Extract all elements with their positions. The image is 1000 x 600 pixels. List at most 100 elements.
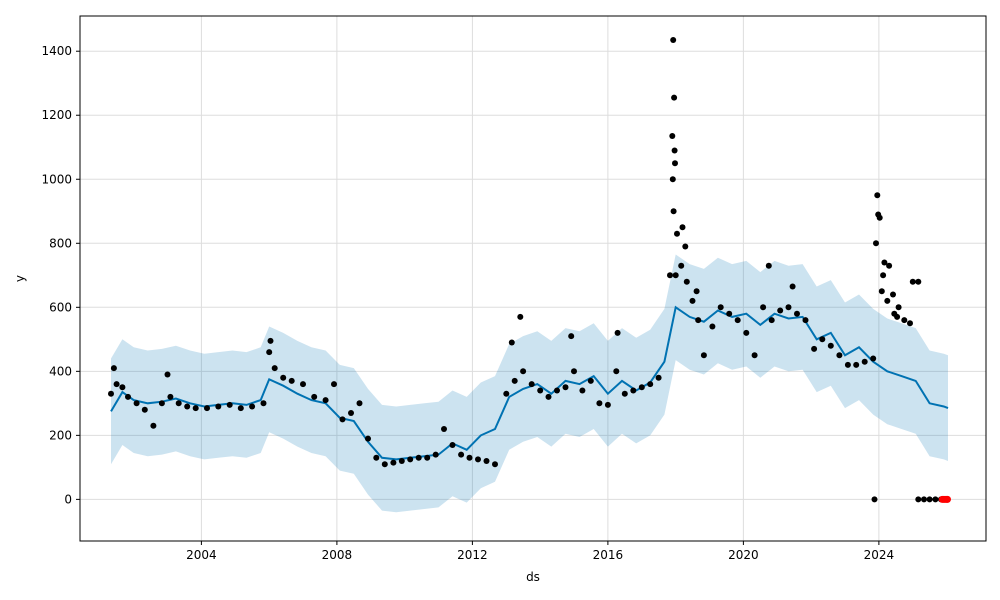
observed-point (571, 368, 577, 375)
observed-point (167, 393, 174, 400)
observed-point (300, 381, 306, 388)
observed-point (537, 387, 544, 394)
observed-point (870, 355, 877, 362)
observed-point (751, 352, 758, 359)
observed-point (926, 496, 933, 503)
observed-point (365, 435, 371, 442)
observed-point (669, 176, 676, 183)
observed-point (765, 262, 772, 269)
observed-point (237, 405, 244, 412)
observed-point (921, 496, 927, 503)
y-tick-label: 0 (64, 492, 72, 506)
observed-point (271, 365, 278, 372)
observed-point (671, 94, 678, 101)
highlight-points-layer (938, 495, 951, 503)
observed-point (390, 459, 397, 466)
observed-point (700, 352, 707, 359)
observed-point (614, 329, 621, 336)
observed-point (932, 496, 939, 503)
x-tick-label: 2012 (457, 548, 488, 562)
y-tick-label: 400 (49, 364, 72, 378)
observed-point (689, 297, 696, 304)
observed-point (630, 387, 637, 394)
observed-point (579, 387, 586, 394)
observed-point (670, 37, 677, 43)
observed-point (876, 214, 883, 221)
observed-point (604, 401, 611, 408)
y-tick-label: 200 (49, 428, 72, 442)
observed-point (164, 371, 171, 378)
observed-point (483, 458, 490, 464)
y-tick-label: 800 (49, 236, 72, 250)
observed-point (768, 317, 775, 324)
grid-layer (80, 16, 986, 541)
observed-point (562, 384, 569, 391)
x-tick-label: 2004 (186, 548, 217, 562)
observed-point (760, 304, 767, 311)
observed-point (356, 400, 363, 407)
observed-point (215, 403, 222, 410)
observed-point (331, 381, 337, 388)
observed-point (672, 160, 678, 167)
plot-frame (79, 15, 987, 542)
observed-point (819, 336, 826, 343)
observed-point (671, 147, 678, 154)
y-axis-ticks: 0 200 400 600 800 1000 1200 1400 (41, 44, 80, 506)
observed-point (894, 313, 901, 320)
observed-point (886, 262, 893, 269)
x-tick-label: 2016 (593, 548, 624, 562)
observed-point (734, 317, 741, 324)
observed-point (398, 458, 405, 464)
observed-point (424, 454, 431, 461)
observed-point (119, 384, 126, 391)
observed-point (204, 405, 210, 412)
observed-point (339, 416, 346, 423)
observed-point (407, 456, 414, 463)
observed-point (133, 400, 140, 407)
observed-point (802, 317, 809, 324)
observed-point (789, 283, 796, 290)
y-tick-label: 1200 (41, 108, 72, 122)
observed-point (878, 288, 885, 295)
observed-point (827, 342, 834, 349)
observed-point (836, 352, 843, 359)
observed-point (909, 278, 916, 285)
observed-point (113, 381, 120, 388)
observed-point (520, 368, 527, 375)
observed-point (141, 406, 148, 413)
x-tick-label: 2024 (864, 548, 895, 562)
y-tick-label: 1000 (41, 172, 72, 186)
observed-point (568, 333, 575, 340)
observed-point (110, 365, 117, 372)
observed-point (853, 361, 860, 368)
observed-point (528, 381, 535, 388)
observed-point (726, 310, 733, 317)
observed-point (874, 192, 881, 199)
y-axis-label: y (13, 275, 27, 282)
observed-point (785, 304, 792, 311)
observed-point (915, 278, 922, 285)
observed-point (679, 224, 686, 231)
observed-point (881, 259, 888, 266)
y-tick-label: 1400 (41, 44, 72, 58)
observed-point (226, 401, 233, 408)
observed-point (717, 304, 724, 311)
observed-point (288, 377, 295, 384)
observed-point (672, 272, 679, 279)
observed-point (709, 323, 716, 330)
observed-point (695, 317, 702, 324)
observed-point (441, 426, 447, 432)
observed-point (415, 454, 422, 461)
observed-point (458, 451, 465, 458)
observed-point (693, 288, 700, 295)
observed-point (503, 390, 510, 397)
observed-point (915, 496, 922, 503)
observed-points-layer (108, 37, 944, 503)
observed-point (670, 208, 677, 215)
observed-point (794, 310, 800, 317)
observed-point (108, 390, 114, 397)
observed-point (260, 400, 267, 407)
observed-point (545, 393, 552, 400)
